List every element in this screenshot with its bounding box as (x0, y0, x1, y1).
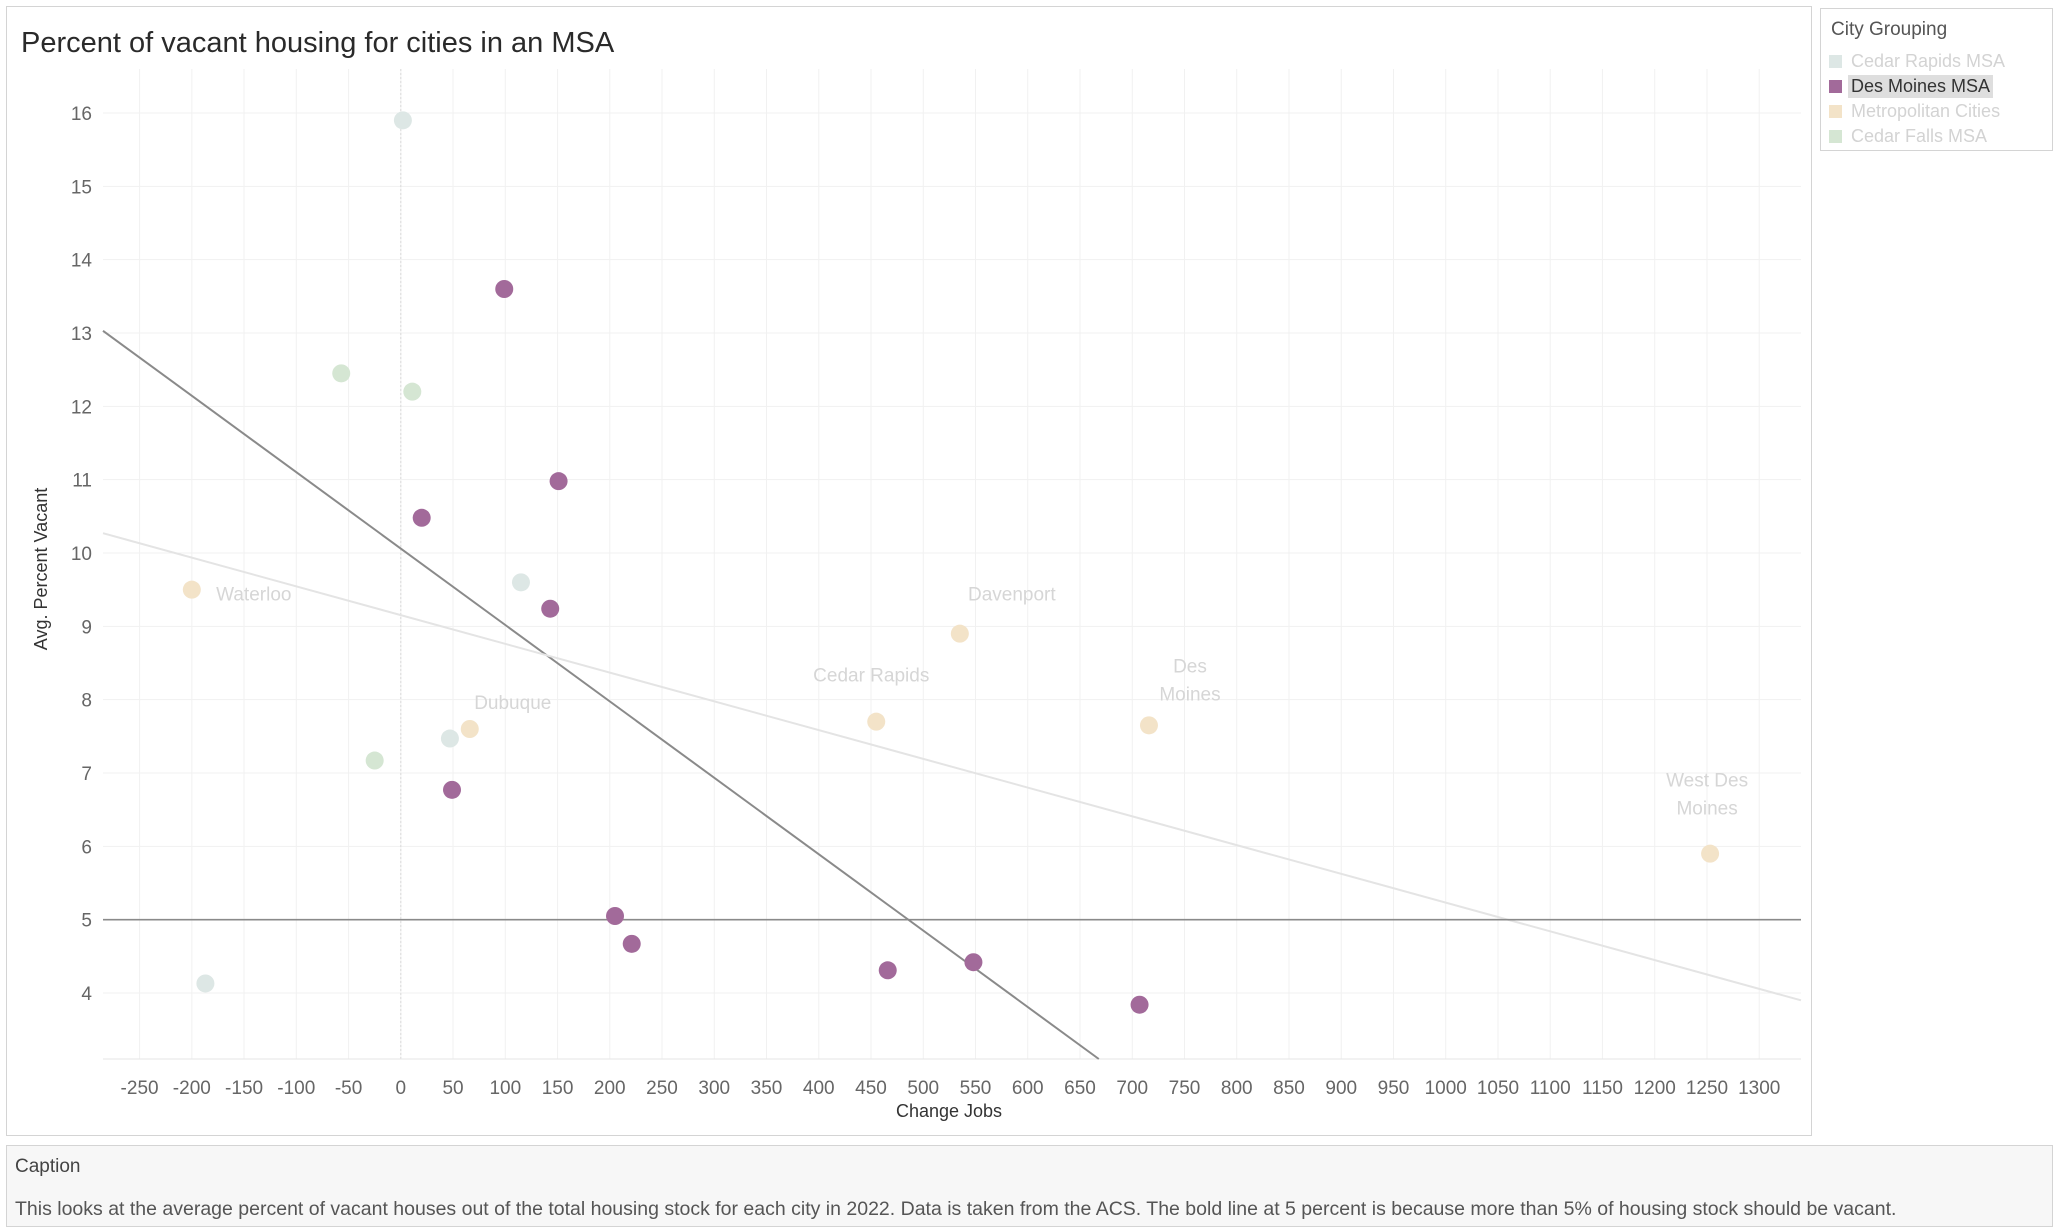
y-tick-label: 10 (71, 544, 92, 565)
data-point (549, 472, 568, 491)
data-point (196, 974, 215, 993)
x-tick-label: -250 (121, 1078, 159, 1099)
trend-line (102, 329, 1100, 1060)
caption-title: Caption (15, 1156, 81, 1177)
data-point (878, 961, 897, 980)
x-tick-label: 900 (1325, 1078, 1357, 1099)
x-tick-label: 1300 (1738, 1078, 1780, 1099)
data-point (964, 953, 983, 972)
x-tick-label: 50 (442, 1078, 463, 1099)
x-tick-label: 1250 (1686, 1078, 1728, 1099)
x-tick-label: 0 (396, 1078, 407, 1099)
x-tick-label: -100 (277, 1078, 315, 1099)
x-tick-label: -200 (173, 1078, 211, 1099)
y-tick-label: 12 (71, 397, 92, 418)
point-label: West Des Moines (1666, 771, 1748, 820)
data-point (393, 111, 412, 130)
y-tick-label: 13 (71, 324, 92, 345)
x-tick-label: 250 (646, 1078, 678, 1099)
y-tick-label: 8 (81, 691, 92, 712)
data-point (365, 751, 384, 770)
x-tick-label: 1200 (1634, 1078, 1676, 1099)
x-tick-label: 1100 (1530, 1078, 1571, 1099)
legend-swatch (1829, 129, 1842, 143)
y-tick-label: 11 (72, 471, 92, 492)
data-point (443, 780, 462, 799)
data-point (867, 712, 886, 731)
y-tick-label: 7 (81, 764, 92, 785)
point-label: Dubuque (474, 693, 551, 714)
y-tick-label: 16 (71, 104, 92, 125)
legend-item-cedar-falls-msa[interactable]: Cedar Falls MSA (1829, 123, 1987, 149)
point-label: Davenport (968, 585, 1056, 606)
point-label: Waterloo (216, 585, 291, 606)
caption-panel: Caption This looks at the average percen… (6, 1145, 2053, 1227)
data-point (1139, 716, 1158, 735)
y-tick-label: 5 (81, 911, 92, 932)
legend-swatch (1829, 54, 1842, 68)
x-tick-label: 550 (960, 1078, 992, 1099)
y-tick-label: 9 (81, 617, 92, 638)
x-tick-label: -50 (335, 1078, 362, 1099)
x-tick-label: 200 (594, 1078, 626, 1099)
x-tick-label: 950 (1378, 1078, 1410, 1099)
x-tick-label: 800 (1221, 1078, 1253, 1099)
x-tick-label: 500 (907, 1078, 939, 1099)
data-point (403, 382, 422, 401)
x-tick-label: 1150 (1582, 1078, 1623, 1099)
x-axis-title: Change Jobs (896, 1101, 1002, 1121)
legend-label: Metropolitan Cities (1851, 100, 2001, 121)
x-tick-label: 650 (1064, 1078, 1096, 1099)
point-label: Des Moines (1159, 656, 1220, 705)
data-point (182, 580, 201, 599)
legend-title: City Grouping (1831, 19, 1948, 40)
legend-label: Cedar Rapids MSA (1851, 50, 2006, 71)
legend: City Grouping Cedar Rapids MSA Des Moine… (1820, 8, 2053, 151)
caption-text: This looks at the average percent of vac… (15, 1198, 1897, 1220)
data-point (440, 729, 459, 748)
data-point (460, 720, 479, 738)
data-point (412, 508, 431, 527)
x-tick-label: 700 (1116, 1078, 1148, 1099)
legend-item-metropolitan-cities[interactable]: Metropolitan Cities (1829, 98, 2000, 124)
x-tick-label: 850 (1273, 1078, 1305, 1099)
y-tick-label: 6 (81, 837, 92, 858)
x-tick-label: 450 (855, 1078, 887, 1099)
x-tick-label: 400 (803, 1078, 835, 1099)
legend-label: Cedar Falls MSA (1851, 125, 1988, 146)
data-point (622, 934, 641, 953)
x-tick-label: 150 (542, 1078, 574, 1099)
legend-item-des-moines-msa[interactable]: Des Moines MSA (1829, 73, 1994, 99)
data-point (606, 907, 625, 925)
x-tick-label: 100 (489, 1078, 521, 1099)
data-point (1130, 995, 1149, 1014)
chart-title: Percent of vacant housing for cities in … (21, 27, 615, 59)
scatter-chart: -250 -200 -150 -100 -50 0 50 100 150 200 250 300 350… (31, 69, 1802, 1121)
trend-line (102, 532, 1802, 1002)
y-tick-label: 15 (71, 177, 92, 198)
x-tick-label: 600 (1012, 1078, 1044, 1099)
y-tick-label: 14 (71, 251, 93, 272)
x-tick-label: 750 (1169, 1078, 1201, 1099)
x-tick-label: 350 (751, 1078, 783, 1099)
x-tick-label: 1000 (1425, 1078, 1467, 1099)
data-point (950, 624, 969, 643)
legend-item-cedar-rapids-msa[interactable]: Cedar Rapids MSA (1829, 48, 2005, 74)
chart-panel: Percent of vacant housing for cities in … (6, 6, 1812, 1136)
y-axis-title: Avg. Percent Vacant (31, 488, 51, 650)
legend-label: Des Moines MSA (1848, 74, 1994, 98)
data-point (511, 573, 530, 592)
x-tick-label: -150 (225, 1078, 263, 1099)
y-tick-label: 4 (81, 984, 92, 1005)
point-label: Cedar Rapids (813, 666, 929, 687)
data-point (332, 364, 351, 383)
data-point (495, 280, 514, 298)
legend-swatch (1829, 79, 1842, 93)
data-point (541, 599, 560, 618)
x-tick-label: 1050 (1477, 1078, 1519, 1099)
data-point (1701, 844, 1720, 863)
x-tick-label: 300 (698, 1078, 730, 1099)
legend-swatch (1829, 104, 1842, 118)
